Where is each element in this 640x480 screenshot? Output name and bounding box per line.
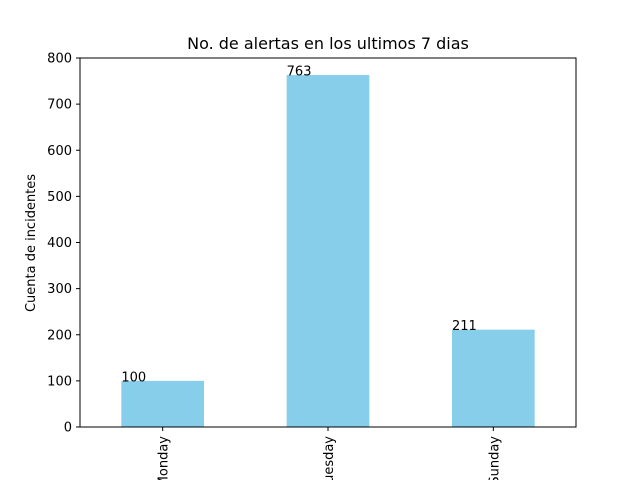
data-label-tuesday: 763 [287, 65, 312, 80]
y-tick-label: 100 [47, 374, 72, 389]
y-axis: 0 100 200 300 400 500 600 700 800 [47, 52, 80, 436]
bar-sunday [452, 329, 535, 427]
y-tick-label: 500 [47, 190, 72, 205]
y-tick-label: 600 [47, 144, 72, 159]
bar-monday [121, 380, 204, 427]
data-labels-group: 100 763 211 [121, 65, 476, 386]
y-tick-label: 800 [47, 52, 72, 67]
y-tick-label: 200 [47, 328, 72, 343]
y-tick-label: 300 [47, 282, 72, 297]
x-tick-label-sunday: Sunday [487, 436, 502, 480]
y-tick-label: 400 [47, 236, 72, 251]
bars-group [121, 75, 535, 427]
x-axis: Monday Tuesday Sunday [157, 427, 502, 480]
chart-title: No. de alertas en los ultimos 7 dias [187, 34, 469, 53]
data-label-monday: 100 [121, 370, 146, 385]
bar-tuesday [286, 75, 370, 427]
plot-frame [79, 57, 577, 428]
x-tick-label-monday: Monday [157, 436, 172, 480]
data-label-sunday: 211 [452, 319, 477, 334]
y-axis-label: Cuenta de incidentes [24, 174, 39, 312]
y-tick-label: 700 [47, 98, 72, 113]
y-tick-label: 0 [64, 421, 72, 436]
x-tick-label-tuesday: Tuesday [322, 436, 337, 480]
